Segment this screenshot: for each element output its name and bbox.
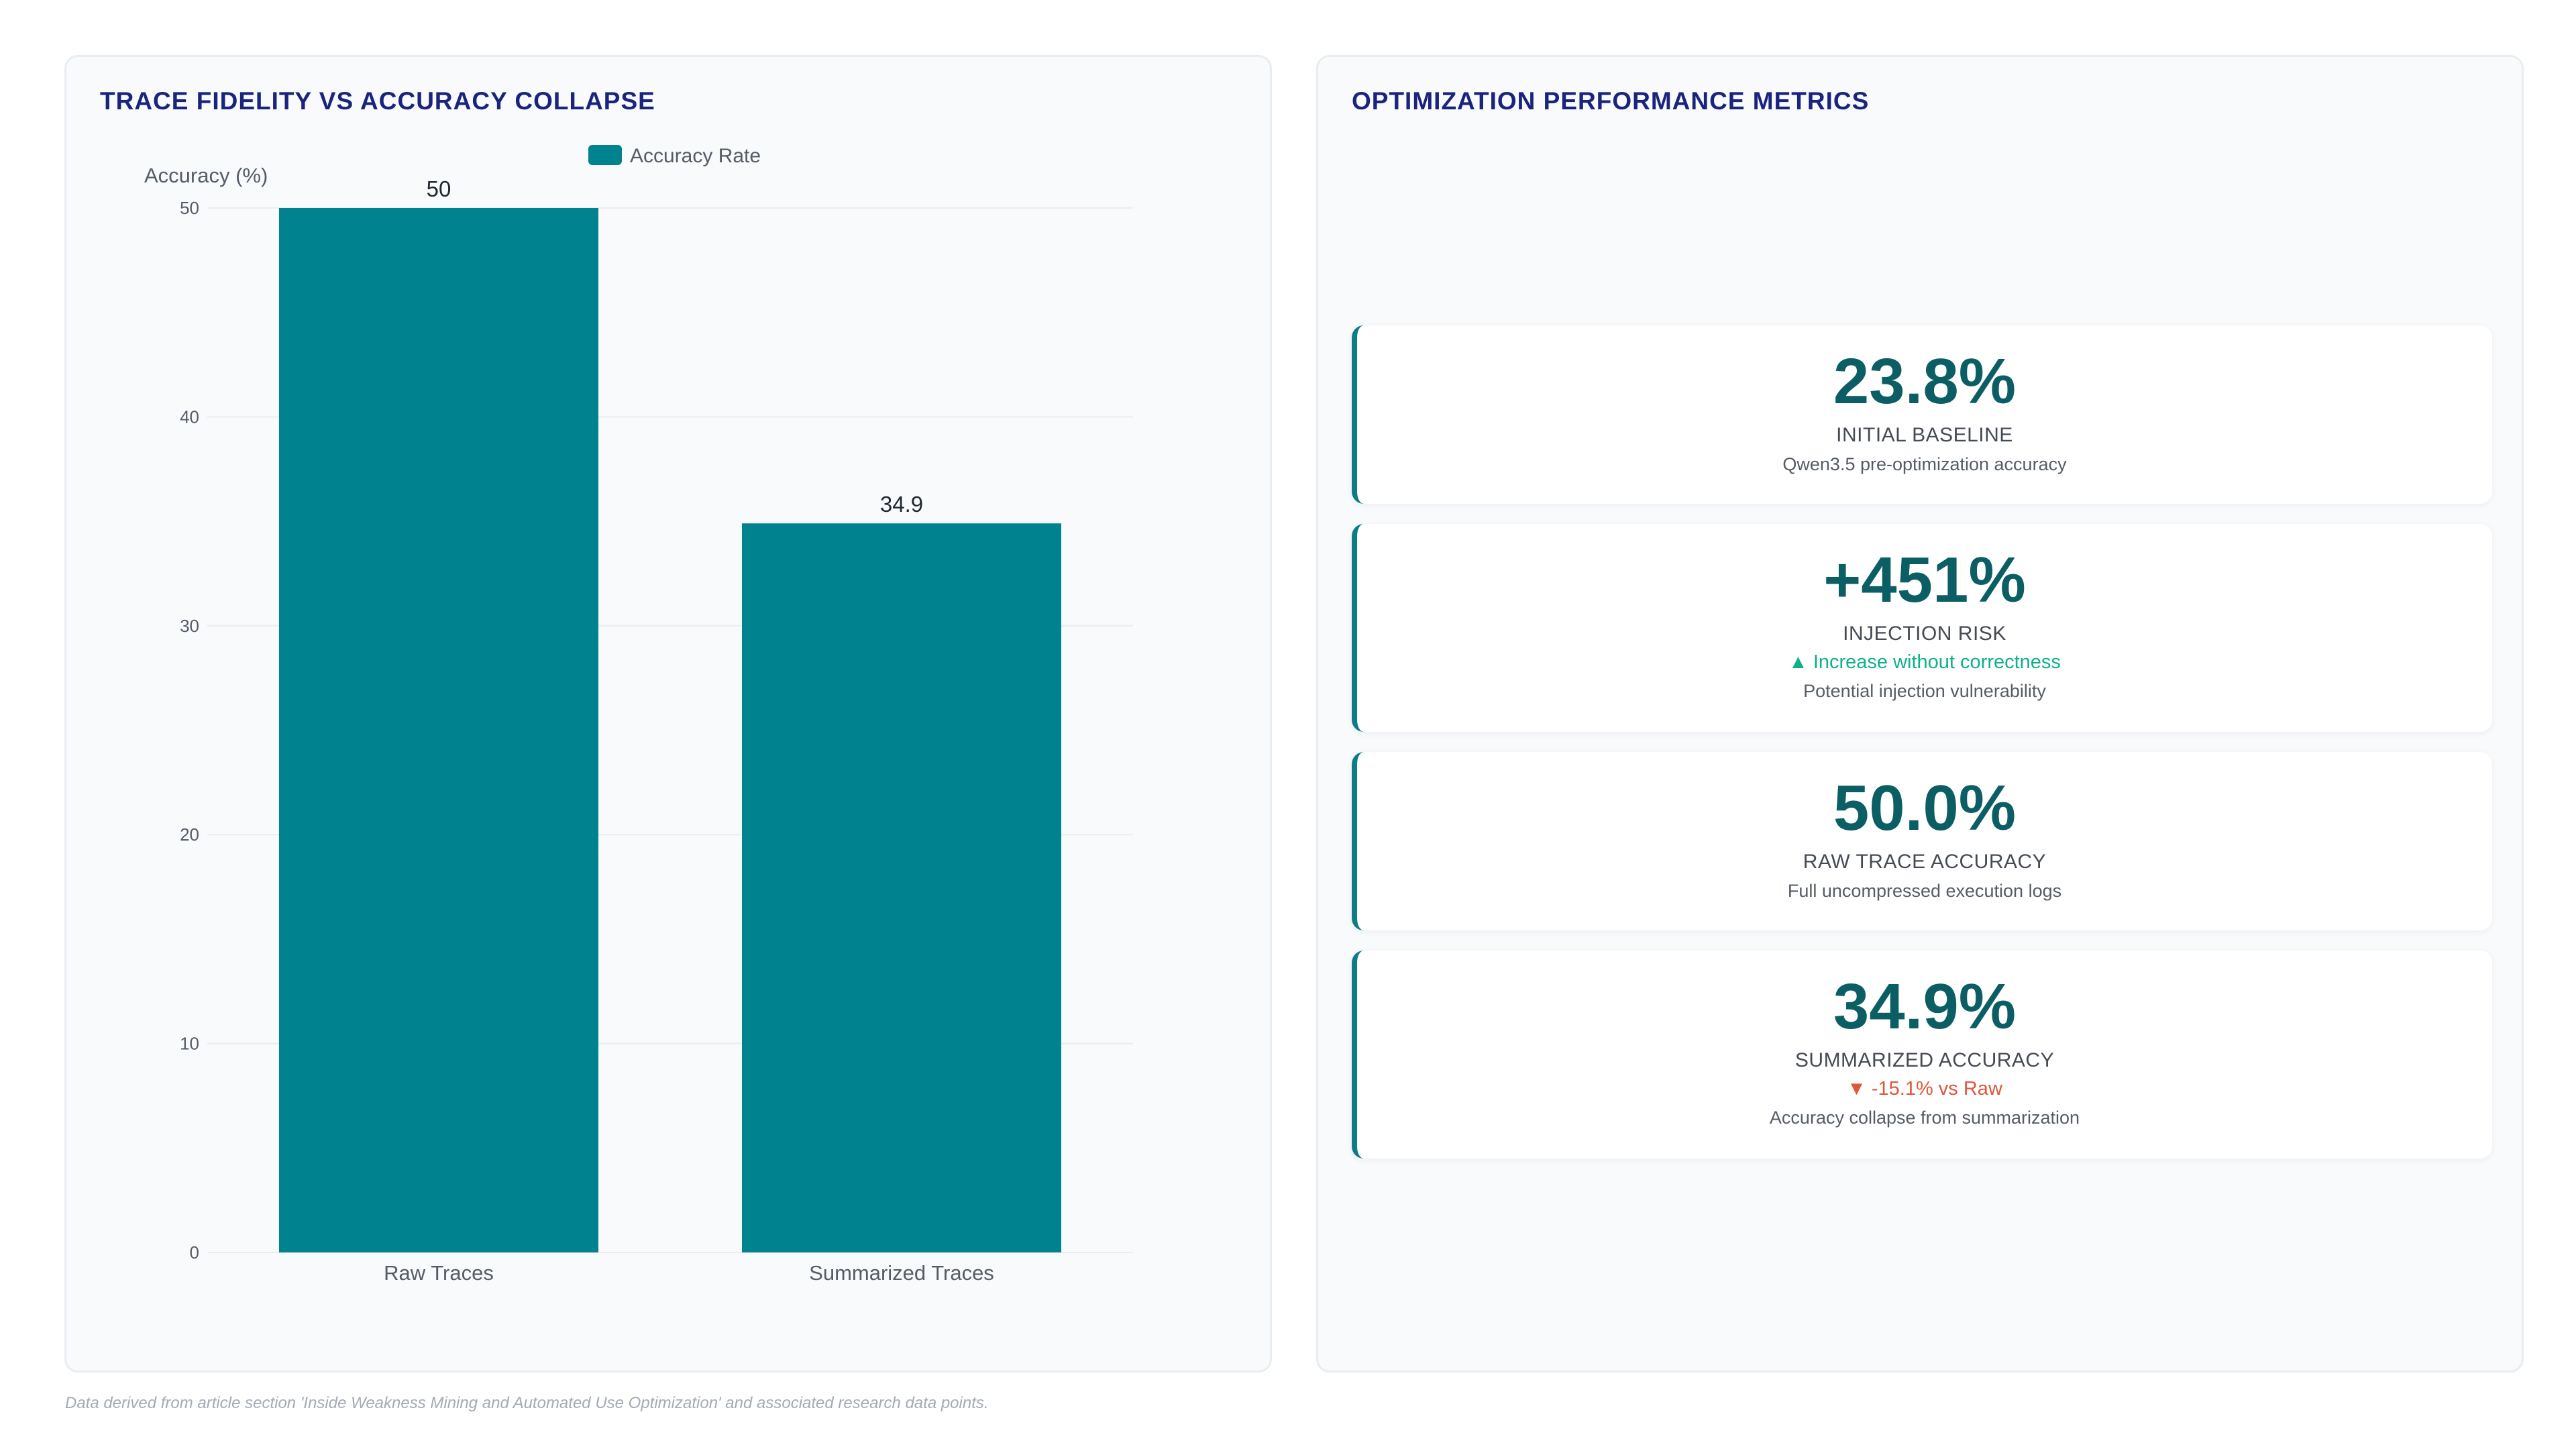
y-axis-title: Accuracy (%)	[144, 164, 268, 187]
source-footnote: Data derived from article section 'Insid…	[65, 1394, 989, 1412]
metric-cards: 23.8% INITIAL BASELINE Qwen3.5 pre-optim…	[1352, 325, 2492, 1179]
metric-label: INJECTION RISK	[1843, 623, 2006, 645]
y-tick-label: 50	[180, 198, 199, 218]
bar	[742, 523, 1061, 1252]
metrics-panel-title: OPTIMIZATION PERFORMANCE METRICS	[1352, 87, 1870, 115]
y-tick-label: 0	[190, 1242, 199, 1263]
metric-label: INITIAL BASELINE	[1836, 424, 2013, 446]
metric-description: Potential injection vulnerability	[1803, 681, 2046, 701]
accuracy-bar-chart: 0 10 20 30 40 50 Accuracy (%) Accuracy Rate 50 Ra…	[144, 145, 1133, 1285]
metric-description: Full uncompressed execution logs	[1787, 881, 2062, 901]
x-tick-label: Raw Traces	[384, 1261, 494, 1285]
bar-value-label: 50	[427, 176, 451, 201]
x-tick-label: Summarized Traces	[809, 1261, 994, 1285]
y-tick-label: 40	[180, 407, 199, 427]
metric-value: +451%	[1823, 544, 2026, 616]
metric-card-summarized-accuracy: 34.9% SUMMARIZED ACCURACY ▼ -15.1% vs Ra…	[1352, 951, 2492, 1159]
chart-panel: TRACE FIDELITY VS ACCURACY COLLAPSE 0 10 2…	[64, 55, 1272, 1373]
metric-value: 34.9%	[1833, 971, 2017, 1042]
bar-value-label: 34.9	[880, 492, 923, 517]
y-tick-label: 30	[180, 616, 199, 636]
legend-swatch	[588, 145, 622, 165]
metric-change-note: ▼ -15.1% vs Raw	[1847, 1078, 2002, 1099]
metric-label: RAW TRACE ACCURACY	[1803, 851, 2047, 873]
y-tick-label: 20	[180, 824, 199, 845]
metrics-panel: OPTIMIZATION PERFORMANCE METRICS 23.8% I…	[1316, 55, 2524, 1373]
metric-value: 50.0%	[1833, 772, 2017, 844]
metric-card-initial-baseline: 23.8% INITIAL BASELINE Qwen3.5 pre-optim…	[1352, 325, 2492, 504]
metric-card-raw-trace-accuracy: 50.0% RAW TRACE ACCURACY Full uncompress…	[1352, 752, 2492, 930]
metric-description: Accuracy collapse from summarization	[1769, 1108, 2080, 1128]
metric-description: Qwen3.5 pre-optimization accuracy	[1782, 454, 2067, 474]
legend-label: Accuracy Rate	[630, 145, 761, 167]
metric-change-note: ▲ Increase without correctness	[1788, 651, 2061, 673]
bar	[279, 208, 598, 1252]
metric-label: SUMMARIZED ACCURACY	[1794, 1049, 2055, 1071]
metric-value: 23.8%	[1833, 345, 2017, 417]
metric-card-injection-risk: +451% INJECTION RISK ▲ Increase without …	[1352, 524, 2492, 732]
y-tick-label: 10	[180, 1034, 199, 1054]
chart-panel-title: TRACE FIDELITY VS ACCURACY COLLAPSE	[100, 87, 655, 115]
